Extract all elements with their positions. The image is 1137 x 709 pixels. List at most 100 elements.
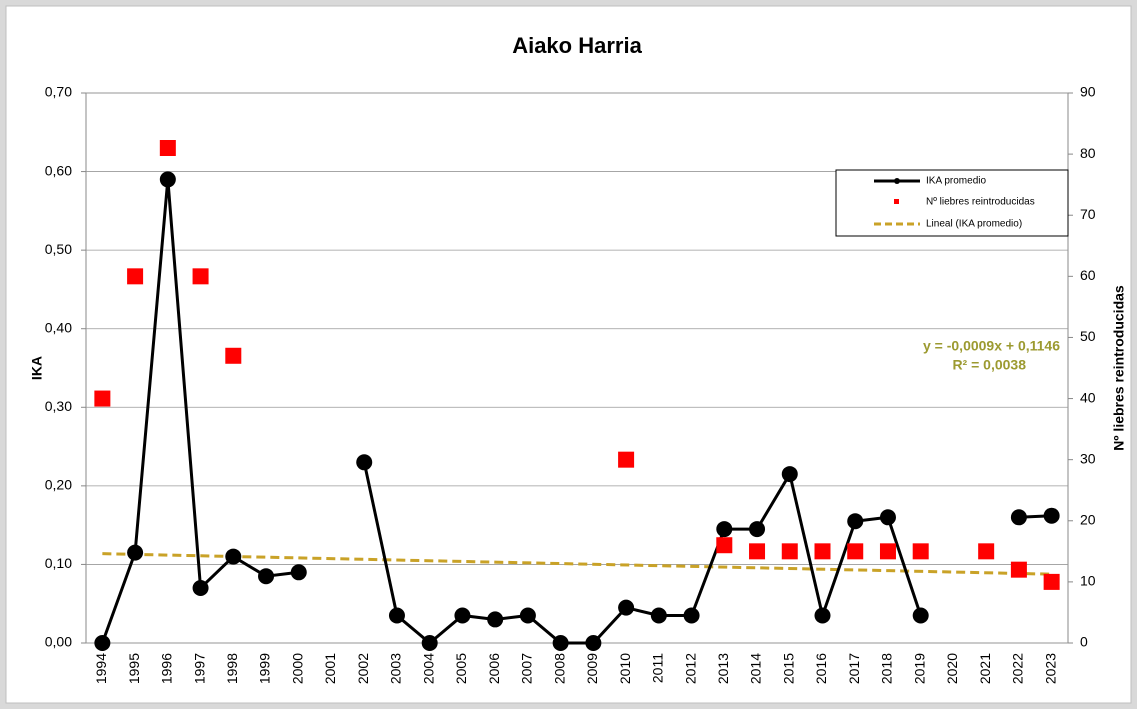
y-tick-label: 0,70 <box>45 84 72 100</box>
x-tick-label: 2019 <box>911 653 927 684</box>
x-tick-label: 1999 <box>257 653 273 684</box>
line-marker <box>1010 509 1027 526</box>
line-marker <box>585 635 602 651</box>
legend-swatch <box>894 178 900 184</box>
line-marker <box>716 521 733 538</box>
square-marker <box>618 451 635 468</box>
y2-tick-label: 90 <box>1080 84 1096 100</box>
x-tick-label: 2020 <box>944 653 960 684</box>
line-marker <box>94 635 111 651</box>
line-marker <box>388 607 405 624</box>
y2-tick-label: 40 <box>1080 389 1096 405</box>
square-marker <box>192 268 209 285</box>
y2-tick-label: 0 <box>1080 634 1088 650</box>
x-tick-label: 2011 <box>650 653 666 683</box>
y-tick-label: 0,00 <box>45 634 72 650</box>
line-marker <box>781 466 798 483</box>
line-marker <box>879 509 896 526</box>
trend-r2: R² = 0,0038 <box>952 357 1026 373</box>
y-tick-label: 0,30 <box>45 398 72 414</box>
legend-label: Nº liebres reintroducidas <box>926 197 1035 208</box>
square-marker <box>225 347 242 364</box>
line-marker <box>683 607 700 624</box>
y-tick-label: 0,20 <box>45 477 72 493</box>
x-tick-label: 2013 <box>715 653 731 684</box>
x-tick-label: 1995 <box>126 653 142 684</box>
x-tick-label: 2012 <box>682 653 698 684</box>
line-marker <box>192 580 209 596</box>
square-marker <box>814 543 831 560</box>
x-tick-label: 2000 <box>289 653 305 684</box>
line-marker <box>225 548 242 565</box>
x-tick-label: 2007 <box>519 653 535 684</box>
line-marker <box>290 564 307 581</box>
x-tick-label: 1997 <box>191 653 207 684</box>
square-marker <box>1043 573 1060 590</box>
y-tick-label: 0,10 <box>45 555 72 571</box>
y-tick-label: 0,40 <box>45 319 72 335</box>
y2-tick-label: 30 <box>1080 450 1096 466</box>
x-tick-label: 2005 <box>453 653 469 684</box>
y2-tick-label: 70 <box>1080 206 1096 222</box>
y-axis-label: IKA <box>29 356 45 380</box>
chart-frame <box>5 5 1132 704</box>
x-tick-label: 2010 <box>617 653 633 684</box>
x-tick-label: 2023 <box>1042 653 1058 684</box>
line-marker <box>519 607 536 624</box>
x-tick-label: 1994 <box>93 653 109 684</box>
trend-equation: y = -0,0009x + 0,1146 <box>923 338 1060 354</box>
trend-line <box>102 552 1052 576</box>
x-tick-label: 2022 <box>1010 653 1026 684</box>
legend-label: Lineal (IKA promedio) <box>926 219 1022 230</box>
x-tick-label: 2001 <box>322 653 338 684</box>
y-tick-label: 0,50 <box>45 241 72 257</box>
x-tick-label: 2018 <box>879 653 895 684</box>
x-tick-label: 2015 <box>780 653 796 684</box>
line-marker <box>1043 507 1060 524</box>
line-marker <box>912 607 929 624</box>
square-marker <box>978 543 995 560</box>
x-tick-label: 2009 <box>584 653 600 684</box>
square-marker <box>912 543 929 560</box>
square-marker <box>781 543 798 560</box>
line-marker <box>618 599 635 616</box>
y2-tick-label: 80 <box>1080 145 1096 161</box>
line-marker <box>847 513 864 530</box>
square-marker <box>159 140 176 156</box>
line-marker <box>159 171 176 188</box>
y2-axis-label: Nº liebres reintroducidas <box>1111 285 1127 451</box>
line-marker <box>258 568 275 585</box>
line-marker <box>650 607 667 624</box>
square-marker <box>847 543 864 560</box>
x-tick-label: 2002 <box>355 653 371 684</box>
y2-tick-label: 10 <box>1080 573 1096 589</box>
square-marker <box>749 543 766 560</box>
x-tick-label: 2003 <box>388 653 404 684</box>
x-tick-label: 2014 <box>748 653 764 684</box>
x-tick-label: 1998 <box>224 653 240 684</box>
square-marker <box>94 390 111 407</box>
line-marker <box>487 611 504 628</box>
line-marker <box>454 607 471 624</box>
x-tick-label: 2016 <box>813 653 829 684</box>
line-marker <box>814 607 831 624</box>
square-marker <box>716 537 733 554</box>
square-marker <box>1010 561 1027 578</box>
legend-label: IKA promedio <box>926 176 986 187</box>
square-marker <box>879 543 896 560</box>
x-tick-label: 2017 <box>846 653 862 684</box>
x-tick-label: 2021 <box>977 653 993 684</box>
chart-title: Aiako Harria <box>512 33 642 58</box>
y-tick-label: 0,60 <box>45 162 72 178</box>
x-tick-label: 2006 <box>486 653 502 684</box>
y2-tick-label: 20 <box>1080 511 1096 527</box>
x-tick-label: 2008 <box>551 653 567 684</box>
line-marker <box>356 454 373 471</box>
y2-tick-label: 60 <box>1080 267 1096 283</box>
line-marker <box>421 635 438 651</box>
square-marker <box>127 268 144 285</box>
x-tick-label: 1996 <box>159 653 175 684</box>
legend-swatch <box>894 199 899 204</box>
